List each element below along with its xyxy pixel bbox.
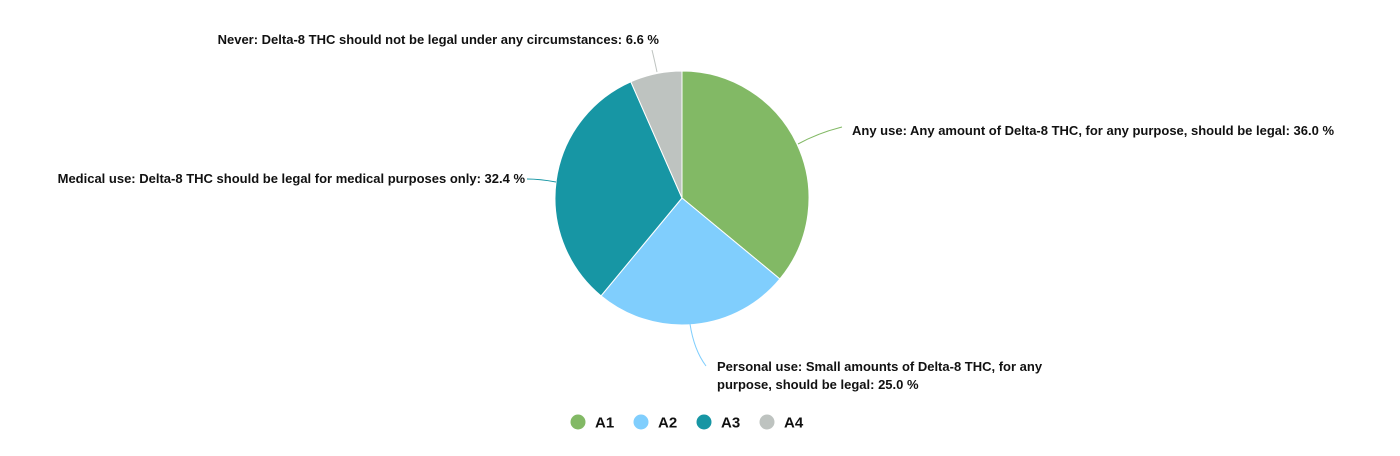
legend-label-a2: A2 bbox=[658, 415, 677, 432]
legend-item-a4[interactable]: A4 bbox=[759, 414, 804, 432]
pie-slice-a2 bbox=[600, 197, 781, 326]
legend-label-a4: A4 bbox=[784, 415, 804, 432]
legend-item-a2[interactable]: A2 bbox=[633, 414, 678, 432]
legend-swatch-a4 bbox=[759, 414, 775, 430]
pie-slice-a3 bbox=[554, 81, 683, 297]
legend-swatch-a3 bbox=[696, 414, 712, 430]
legend-swatch-a1 bbox=[570, 414, 586, 430]
legend: A1 A2 A3 A4 bbox=[570, 414, 804, 432]
legend-item-a1[interactable]: A1 bbox=[570, 414, 615, 432]
slice-label-a3: Medical use: Delta-8 THC should be legal… bbox=[58, 171, 526, 186]
leader-line-a4 bbox=[651, 49, 658, 73]
slice-labels: Any use: Any amount of Delta-8 THC, for … bbox=[58, 32, 1335, 392]
leader-line-a3 bbox=[526, 178, 557, 183]
pie-slice-a4 bbox=[630, 70, 683, 199]
legend-swatch-a2 bbox=[633, 414, 649, 430]
slice-label-a4: Never: Delta-8 THC should not be legal u… bbox=[218, 32, 660, 47]
leader-lines bbox=[526, 49, 843, 367]
legend-item-a3[interactable]: A3 bbox=[696, 414, 741, 432]
pie-slices bbox=[554, 70, 810, 326]
leader-line-a2 bbox=[689, 323, 707, 367]
legend-label-a1: A1 bbox=[595, 415, 614, 432]
slice-label-a1: Any use: Any amount of Delta-8 THC, for … bbox=[852, 123, 1334, 138]
pie-slice-a1 bbox=[681, 70, 810, 280]
legend-label-a3: A3 bbox=[721, 415, 740, 432]
leader-line-a1 bbox=[797, 126, 843, 145]
slice-label-a2: Personal use: Small amounts of Delta-8 T… bbox=[717, 359, 1043, 392]
